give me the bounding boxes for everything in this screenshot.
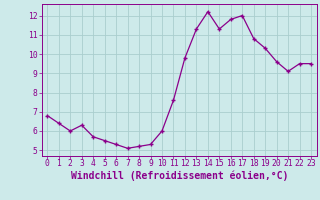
X-axis label: Windchill (Refroidissement éolien,°C): Windchill (Refroidissement éolien,°C)	[70, 171, 288, 181]
